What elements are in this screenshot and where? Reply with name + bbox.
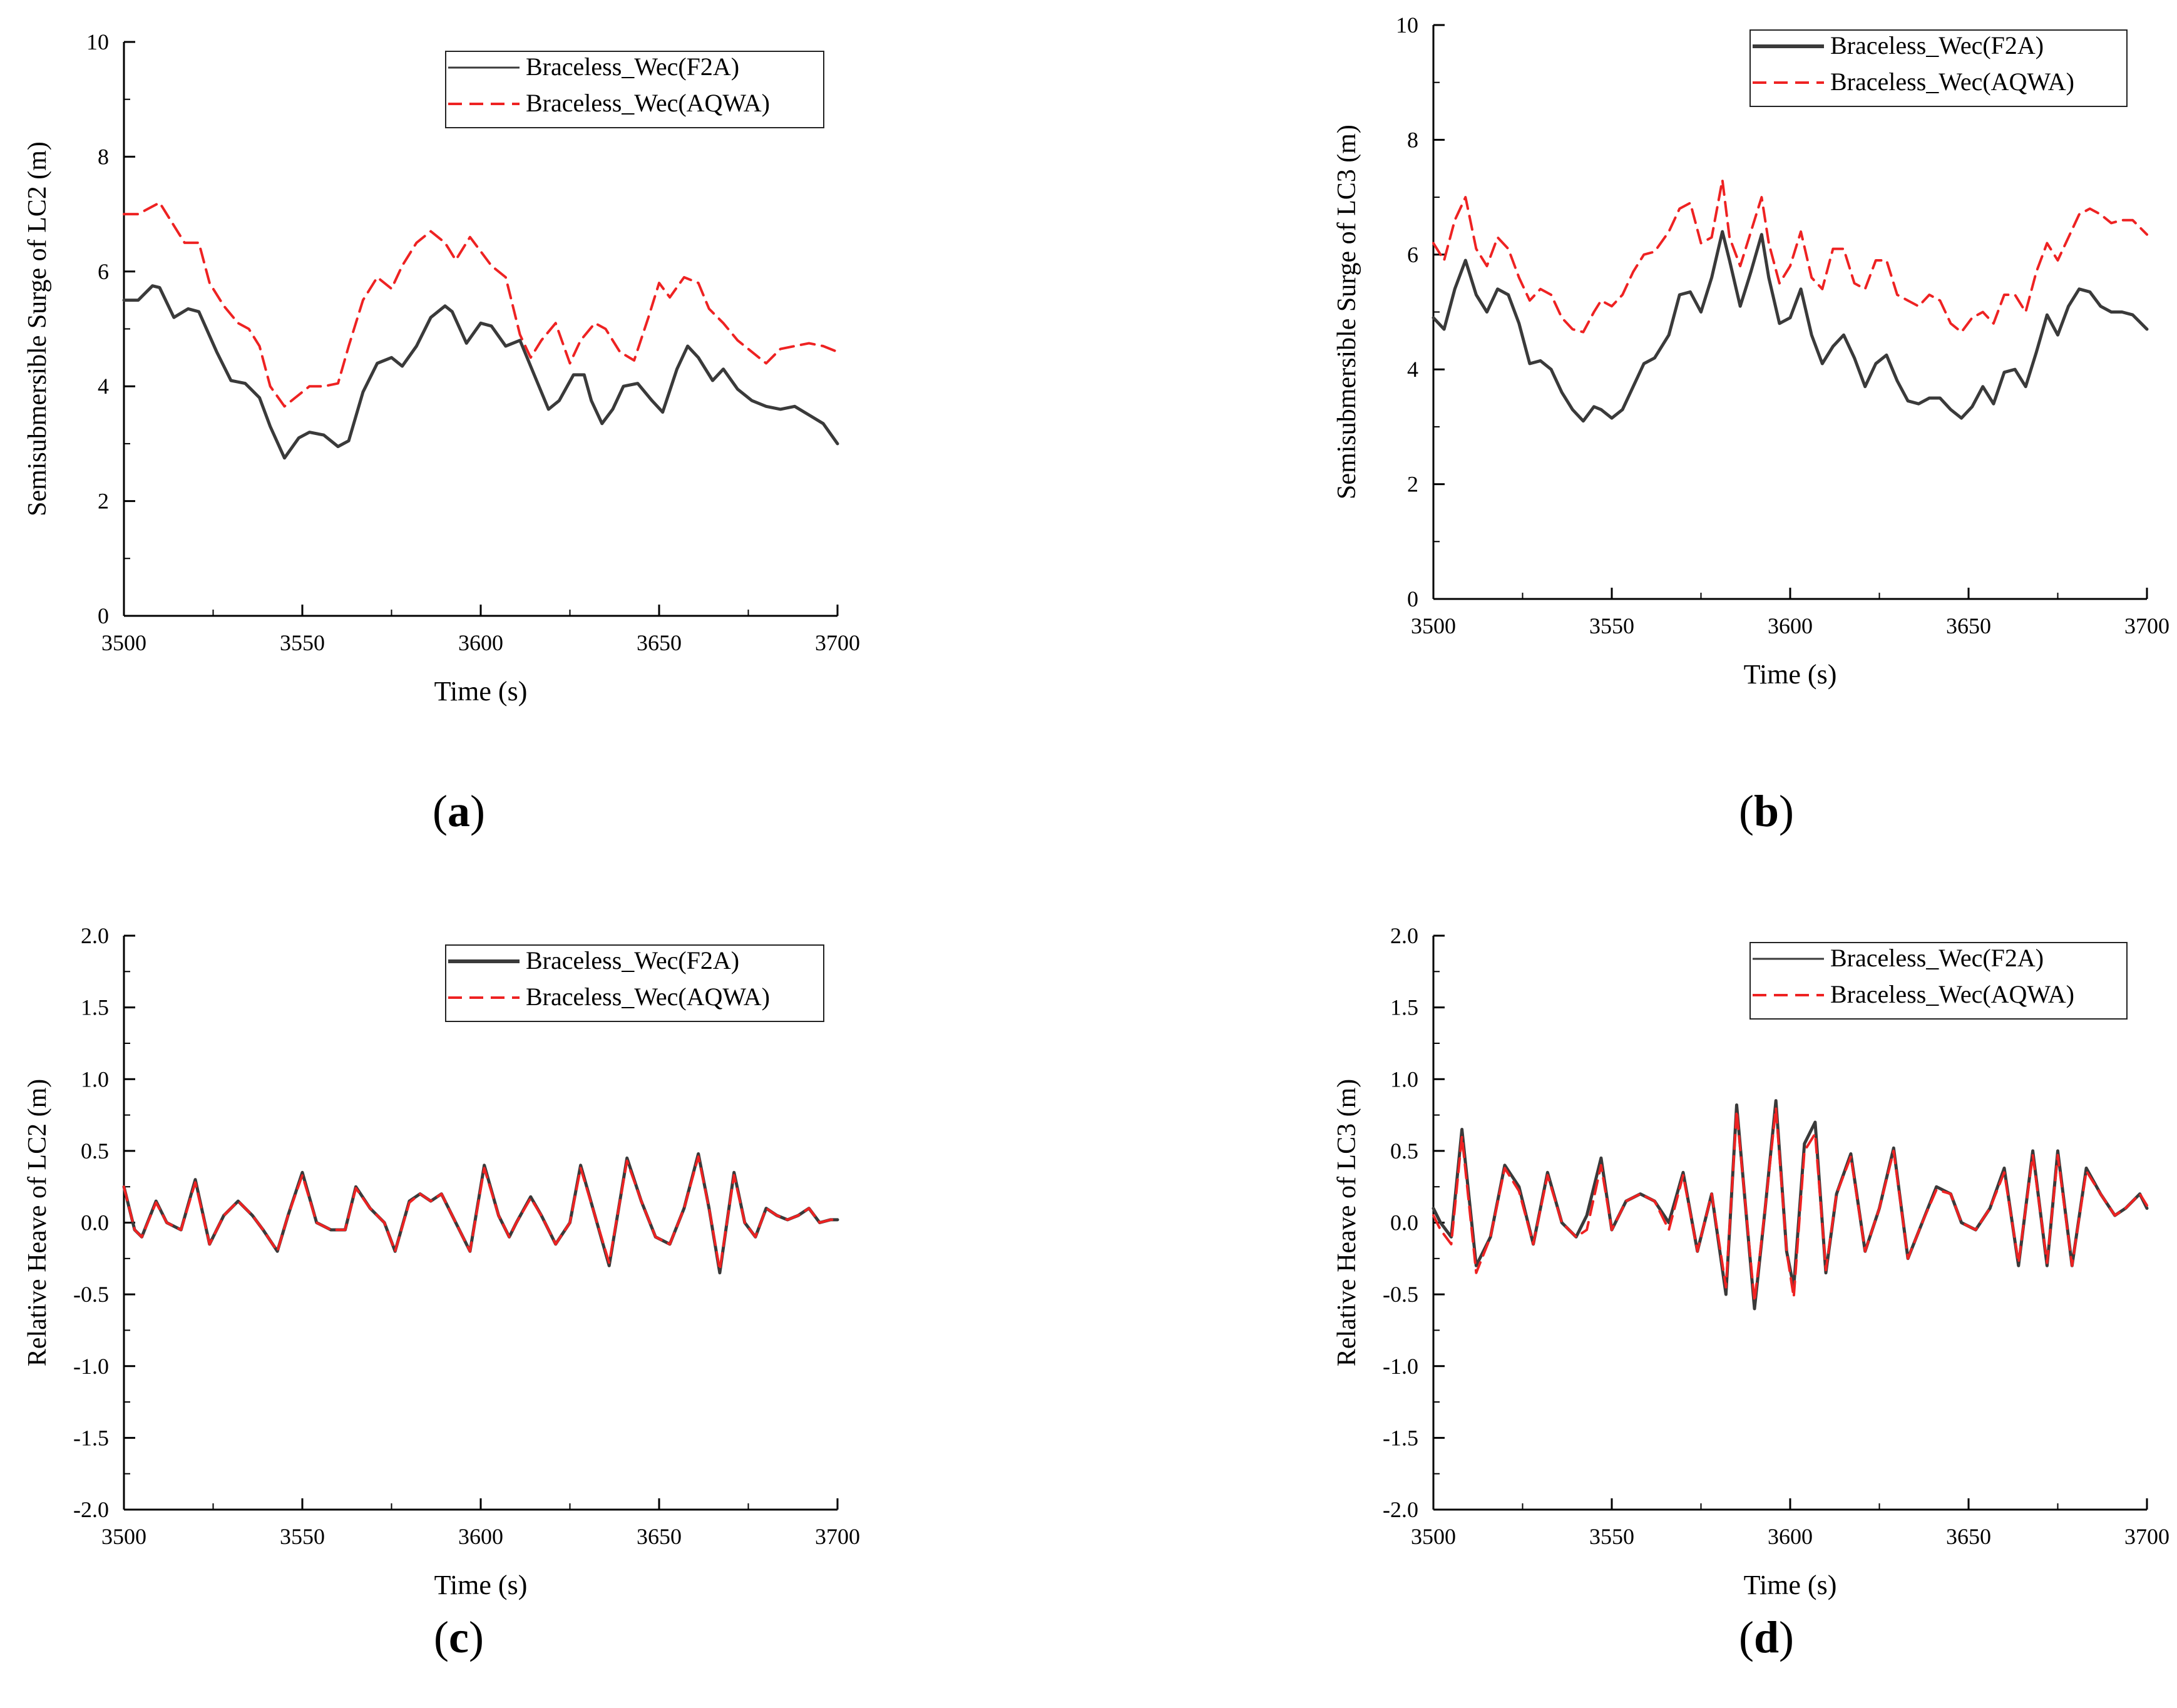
y-tick-label: 2 bbox=[1407, 472, 1418, 497]
y-tick-label: 2 bbox=[98, 489, 109, 514]
y-tick-label: -1.5 bbox=[73, 1425, 109, 1450]
legend-f2a-label: Braceless_Wec(F2A) bbox=[526, 946, 739, 974]
legend: Braceless_Wec(F2A) Braceless_Wec(AQWA) bbox=[1749, 942, 2128, 1020]
y-axis-title: Relative Heave of LC3 (m) bbox=[1333, 1079, 1361, 1367]
legend: Braceless_Wec(F2A) Braceless_Wec(AQWA) bbox=[1749, 29, 2128, 107]
y-tick-label: 10 bbox=[1396, 13, 1418, 38]
y-tick-label: -2.0 bbox=[1383, 1497, 1418, 1522]
panel-b: 3500 3550 3600 3650 3700 0 2 4 6 8 10 Time (s) Semis… bbox=[1246, 0, 2177, 851]
y-tick-label: 6 bbox=[98, 259, 109, 284]
caption-a: (a) bbox=[433, 786, 485, 836]
x-tick-label: 3650 bbox=[1946, 613, 1991, 638]
y-tick-label: 2.0 bbox=[81, 923, 109, 948]
caption-d: (d) bbox=[1738, 1612, 1794, 1662]
x-tick-label: 3600 bbox=[1768, 613, 1813, 638]
panel-d: 3500 3550 3600 3650 3700 -2.0 -1.5 -1.0 -0.5 0.0 0… bbox=[1246, 889, 2177, 1708]
series-aqwa-line bbox=[123, 1155, 839, 1272]
x-axis-title: Time (s) bbox=[1744, 1570, 1837, 1600]
x-tick-label: 3500 bbox=[1411, 613, 1456, 638]
legend-aqwa-label: Braceless_Wec(AQWA) bbox=[1830, 68, 2074, 96]
y-tick-label: -1.0 bbox=[1383, 1354, 1418, 1379]
x-tick-label: 3550 bbox=[280, 1524, 325, 1549]
y-tick-label: 1.0 bbox=[1390, 1066, 1418, 1092]
legend: Braceless_Wec(F2A) Braceless_Wec(AQWA) bbox=[445, 944, 824, 1022]
series-aqwa-line bbox=[123, 201, 839, 408]
legend-aqwa-label: Braceless_Wec(AQWA) bbox=[526, 89, 770, 117]
series-f2a-line bbox=[1432, 230, 2149, 423]
legend: Braceless_Wec(F2A) Braceless_Wec(AQWA) bbox=[445, 51, 824, 128]
y-tick-label: -0.5 bbox=[1383, 1282, 1418, 1307]
x-axis-title: Time (s) bbox=[434, 1570, 528, 1600]
y-tick-label: -2.0 bbox=[73, 1497, 109, 1522]
legend-aqwa-label: Braceless_Wec(AQWA) bbox=[1830, 980, 2074, 1008]
y-tick-label: 1.5 bbox=[1390, 995, 1418, 1020]
x-tick-label: 3550 bbox=[1589, 1524, 1634, 1549]
y-tick-label: 0.5 bbox=[81, 1138, 109, 1163]
legend-box bbox=[445, 944, 824, 1022]
panel-a: 3500 3550 3600 3650 3700 0 2 4 6 8 10 Time (s) Semis… bbox=[0, 0, 976, 851]
x-tick-label: 3550 bbox=[1589, 613, 1634, 638]
chart-b: 3500 3550 3600 3650 3700 0 2 4 6 8 10 Time (s) Semis… bbox=[1333, 13, 2169, 690]
y-tick-label: 6 bbox=[1407, 242, 1418, 267]
y-tick-label: 10 bbox=[86, 29, 109, 54]
y-axis-title: Semisubmersible Surge of LC2 (m) bbox=[23, 141, 52, 516]
chart-d: 3500 3550 3600 3650 3700 -2.0 -1.5 -1.0 -0.5 0.0 0… bbox=[1333, 923, 2169, 1600]
legend-f2a-label: Braceless_Wec(F2A) bbox=[526, 53, 739, 81]
y-tick-label: 0 bbox=[1407, 586, 1418, 611]
x-tick-label: 3500 bbox=[1411, 1524, 1456, 1549]
legend-f2a-label: Braceless_Wec(F2A) bbox=[1830, 31, 2044, 59]
x-tick-label: 3600 bbox=[458, 630, 503, 655]
y-tick-label: 8 bbox=[1407, 127, 1418, 152]
series-f2a-line bbox=[122, 1152, 839, 1275]
y-tick-label: 1.5 bbox=[81, 995, 109, 1020]
x-axis-title: Time (s) bbox=[434, 676, 528, 707]
series-aqwa-line bbox=[1432, 178, 2148, 334]
x-tick-label: 3700 bbox=[815, 1524, 860, 1549]
x-tick-label: 3700 bbox=[815, 630, 860, 655]
chart-a: 3500 3550 3600 3650 3700 0 2 4 6 8 10 Time (s) Semis… bbox=[23, 29, 860, 707]
x-tick-label: 3650 bbox=[637, 1524, 682, 1549]
legend-box bbox=[1749, 942, 2128, 1020]
y-axis-title: Semisubmersible Surge of LC3 (m) bbox=[1333, 125, 1361, 499]
x-tick-label: 3550 bbox=[280, 630, 325, 655]
y-tick-label: -0.5 bbox=[73, 1282, 109, 1307]
y-axis-title: Relative Heave of LC2 (m) bbox=[23, 1079, 52, 1367]
y-tick-label: 0 bbox=[98, 603, 109, 628]
series-f2a-line bbox=[122, 284, 839, 460]
y-tick-label: -1.0 bbox=[73, 1354, 109, 1379]
x-axis-title: Time (s) bbox=[1744, 659, 1837, 690]
y-tick-label: 4 bbox=[1407, 357, 1418, 382]
y-tick-label: -1.5 bbox=[1383, 1425, 1418, 1450]
legend-f2a-label: Braceless_Wec(F2A) bbox=[1830, 944, 2044, 972]
y-tick-label: 2.0 bbox=[1390, 923, 1418, 948]
x-tick-label: 3500 bbox=[101, 1524, 146, 1549]
y-tick-label: 0.5 bbox=[1390, 1138, 1418, 1163]
legend-box bbox=[1749, 29, 2128, 107]
x-tick-label: 3650 bbox=[1946, 1524, 1991, 1549]
x-tick-label: 3600 bbox=[1768, 1524, 1813, 1549]
y-tick-label: 8 bbox=[98, 144, 109, 169]
caption-c: (c) bbox=[434, 1612, 484, 1662]
x-tick-label: 3700 bbox=[2124, 613, 2169, 638]
x-tick-label: 3500 bbox=[101, 630, 146, 655]
chart-c: 3500 3550 3600 3650 3700 -2.0 -1.5 -1.0 -0.5 0.0 0… bbox=[23, 923, 860, 1600]
y-tick-label: 0.0 bbox=[81, 1210, 109, 1235]
x-tick-label: 3700 bbox=[2124, 1524, 2169, 1549]
legend-box bbox=[445, 51, 824, 128]
x-tick-label: 3600 bbox=[458, 1524, 503, 1549]
series-aqwa-line bbox=[1432, 1107, 2148, 1303]
y-tick-label: 0.0 bbox=[1390, 1210, 1418, 1235]
panel-c: 3500 3550 3600 3650 3700 -2.0 -1.5 -1.0 -0.5 0.0 0… bbox=[0, 889, 976, 1708]
x-tick-label: 3650 bbox=[637, 630, 682, 655]
caption-b: (b) bbox=[1738, 786, 1794, 836]
y-tick-label: 1.0 bbox=[81, 1066, 109, 1092]
legend-aqwa-label: Braceless_Wec(AQWA) bbox=[526, 983, 770, 1011]
y-tick-label: 4 bbox=[98, 374, 109, 399]
